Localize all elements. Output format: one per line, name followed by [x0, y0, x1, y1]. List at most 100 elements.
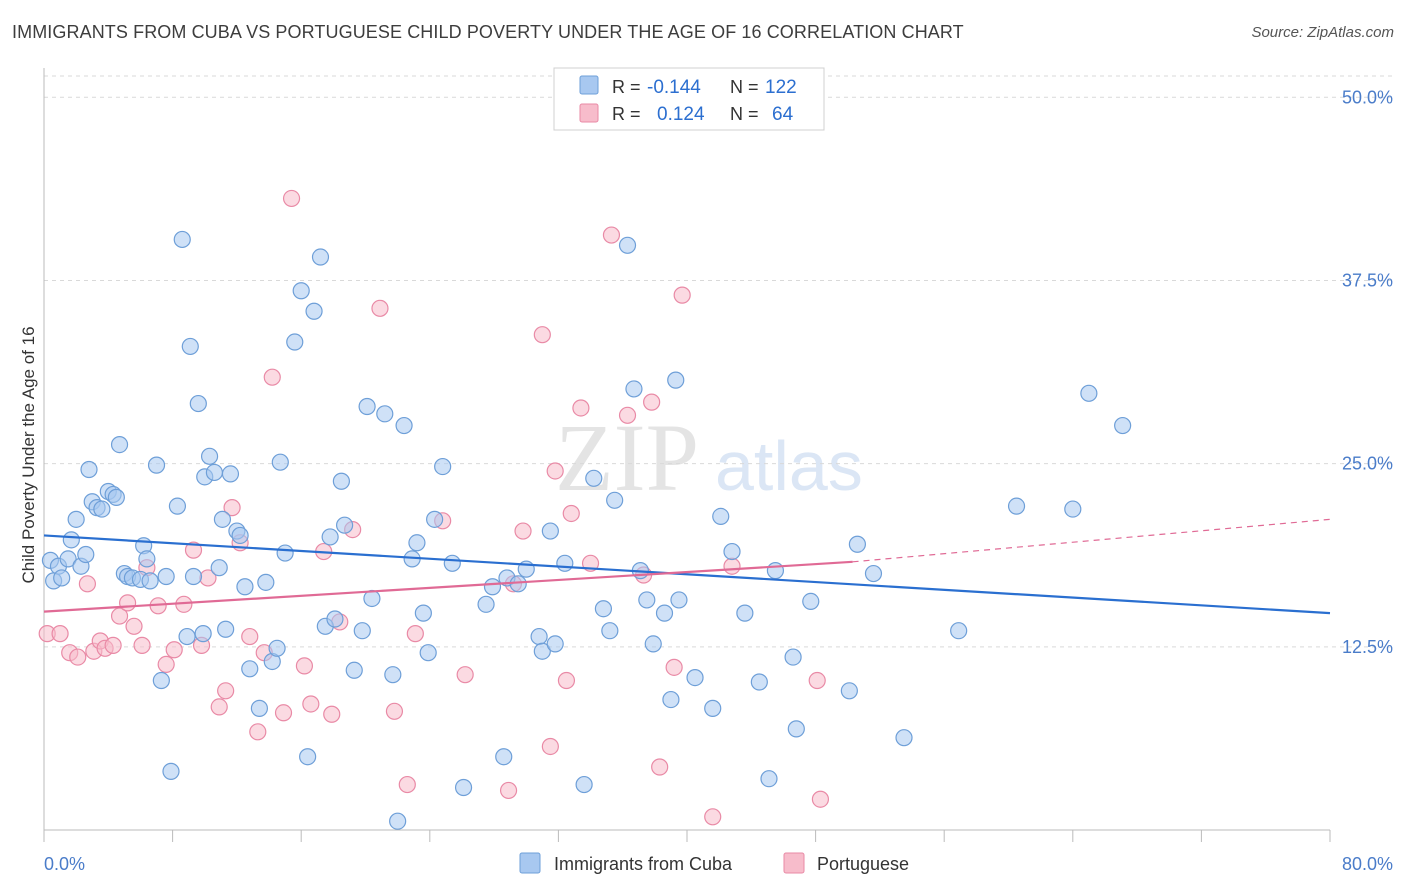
y-axis-label: Child Poverty Under the Age of 16: [19, 326, 38, 583]
cuba-point: [530, 627, 548, 646]
cuba-point: [644, 635, 662, 653]
cuba-point: [736, 604, 754, 622]
cuba-point: [173, 230, 191, 249]
legend-n-value-cuba: 122: [765, 77, 797, 98]
cuba-point: [257, 573, 275, 591]
series-legend-label-cuba: Immigrants from Cuba: [554, 854, 733, 874]
portuguese-point: [133, 636, 151, 654]
cuba-point: [236, 578, 254, 596]
portuguese-point: [673, 286, 691, 304]
portuguese-point: [456, 666, 474, 684]
portuguese-point: [274, 704, 293, 722]
cuba-point: [848, 535, 866, 553]
cuba-point: [662, 690, 680, 709]
cuba-point: [625, 380, 643, 398]
cuba-point: [594, 600, 613, 618]
legend-n-value-portuguese: 64: [772, 104, 794, 125]
cuba-point: [950, 622, 968, 640]
cuba-point: [67, 510, 85, 528]
cuba-point: [704, 699, 722, 717]
chart-title: IMMIGRANTS FROM CUBA VS PORTUGUESE CHILD…: [12, 22, 964, 42]
cuba-point: [184, 567, 203, 586]
trend-line-cuba: [43, 534, 1331, 615]
cuba-point: [454, 778, 473, 797]
cuba-point: [1080, 384, 1098, 402]
cuba-point: [840, 682, 858, 700]
portuguese-point: [643, 393, 661, 411]
cuba-point: [53, 569, 71, 587]
cuba-point: [495, 748, 513, 766]
cuba-point: [618, 236, 637, 254]
cuba-point: [110, 436, 129, 454]
portuguese-point: [223, 499, 241, 517]
portuguese-point: [572, 399, 590, 417]
portuguese-point: [157, 655, 175, 674]
legend-n-label-cuba: N =: [730, 77, 759, 97]
y-tick-label: 12.5%: [1342, 637, 1393, 657]
cuba-point: [268, 639, 286, 657]
cuba-point: [606, 491, 624, 509]
legend-r-label-cuba: R =: [612, 77, 641, 97]
cuba-point: [384, 666, 402, 684]
portuguese-point: [69, 648, 87, 666]
portuguese-point: [241, 627, 259, 646]
portuguese-point: [210, 698, 228, 716]
trend-lines: [43, 518, 1331, 615]
cuba-point: [601, 622, 619, 640]
portuguese-point: [665, 658, 683, 676]
portuguese-point: [104, 636, 122, 654]
legend-swatch-cuba: [579, 75, 599, 95]
portuguese-point: [78, 575, 97, 593]
portuguese-point: [125, 617, 143, 635]
portuguese-point: [499, 781, 518, 800]
cuba-point: [77, 545, 95, 564]
cuba-point: [395, 416, 413, 435]
cuba-point: [286, 333, 304, 351]
cuba-point: [213, 510, 232, 528]
legend-swatch-portuguese: [579, 103, 599, 123]
cuba-point: [221, 465, 240, 483]
cuba-point: [585, 469, 603, 487]
cuba-point: [168, 497, 187, 515]
correlation-legend: R = -0.144 N = 122 R = 0.124 N = 64: [553, 67, 825, 131]
portuguese-point: [295, 657, 314, 675]
cuba-point: [162, 762, 180, 780]
cuba-point: [326, 610, 344, 628]
cuba-point: [533, 642, 551, 660]
cuba-point: [217, 620, 235, 638]
legend-n-label-portuguese: N =: [730, 104, 759, 124]
legend-r-label-portuguese: R =: [612, 104, 641, 124]
portuguese-point: [398, 775, 416, 794]
source-label: Source: ZipAtlas.com: [1251, 24, 1394, 41]
series-legend-label-portuguese: Portuguese: [817, 854, 909, 874]
portuguese-point: [704, 808, 722, 826]
cuba-point: [389, 812, 407, 830]
cuba-point: [638, 591, 656, 609]
cuba-point: [477, 595, 495, 613]
portuguese-point: [811, 790, 830, 808]
portuguese-point: [263, 368, 281, 386]
portuguese-point: [533, 326, 551, 344]
cuba-point: [670, 591, 688, 609]
cuba-point: [667, 371, 685, 389]
cuba-point: [575, 775, 593, 794]
watermark: ZIP atlas: [555, 404, 863, 511]
portuguese-point: [165, 641, 183, 659]
cuba-point: [655, 604, 674, 622]
portuguese-point: [808, 671, 826, 690]
cuba-point: [376, 405, 394, 423]
cuba-point: [93, 500, 111, 518]
portuguese-point: [371, 299, 389, 317]
cuba-point: [787, 720, 805, 738]
cuba-point: [443, 554, 461, 572]
cuba-point: [271, 453, 289, 471]
portuguese-point: [651, 758, 669, 776]
cuba-point: [895, 729, 913, 747]
portuguese-point: [118, 594, 137, 612]
cuba-point: [152, 671, 170, 690]
cuba-point: [292, 282, 310, 300]
cuba-point: [205, 463, 223, 482]
cuba-point: [321, 528, 339, 546]
cuba-point: [723, 542, 741, 561]
trend-line-portuguese-extension: [852, 518, 1331, 563]
